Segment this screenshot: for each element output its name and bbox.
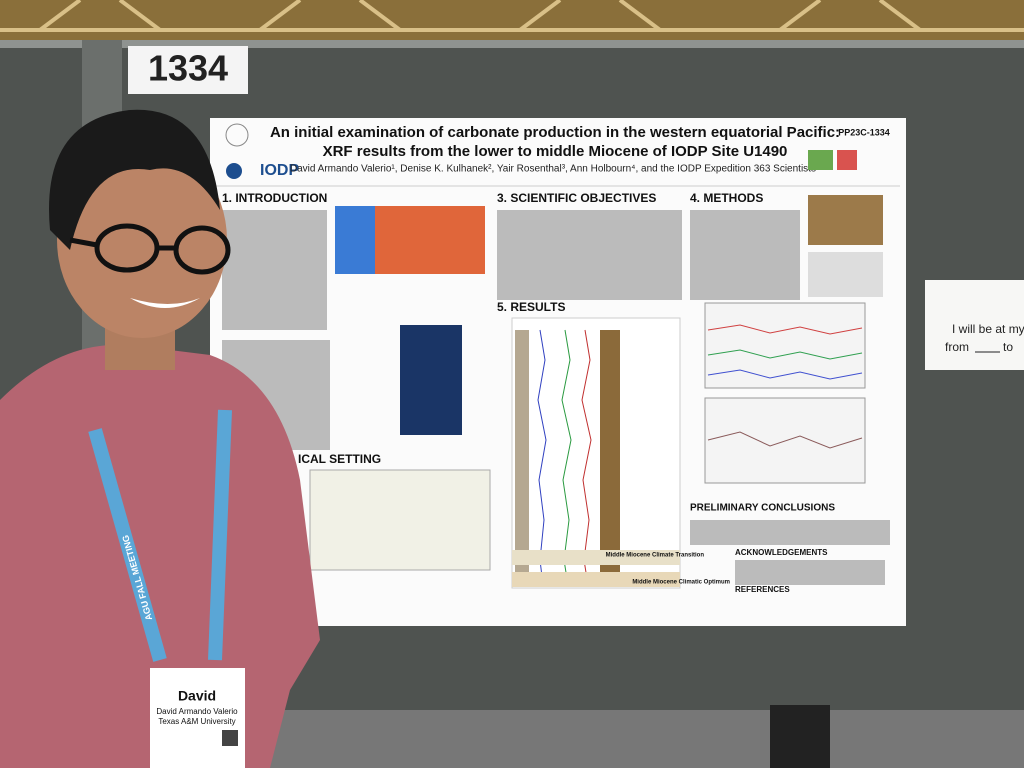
band <box>512 572 680 587</box>
trace <box>707 349 863 360</box>
note-line: I will be at my p <box>952 322 1024 336</box>
logo-mark <box>226 163 242 179</box>
band <box>512 550 680 565</box>
face <box>57 142 227 338</box>
section-header: 5. RESULTS <box>497 300 565 314</box>
booth-number: 1334 <box>148 48 228 89</box>
badge-full-name: David Armando Valerio <box>156 707 238 716</box>
trace <box>707 324 863 335</box>
trace <box>707 369 863 380</box>
ceiling <box>0 0 1024 40</box>
badge-qr <box>222 730 238 746</box>
note-to: to <box>1003 340 1013 354</box>
figure-photo <box>808 195 883 245</box>
note-from: from <box>945 340 969 354</box>
section-header: REFERENCES <box>735 585 790 594</box>
lanyard <box>208 409 232 661</box>
ceiling-truss <box>0 0 1024 32</box>
badge-affiliation: Texas A&M University <box>158 717 235 726</box>
logo <box>837 150 857 170</box>
shirt <box>0 344 320 768</box>
section-header: PRELIMINARY CONCLUSIONS <box>690 503 835 514</box>
figure-map-sea <box>335 206 375 274</box>
logo <box>808 150 833 170</box>
poster-authors: David Armando Valerio¹, Denise K. Kulhan… <box>290 164 820 175</box>
body-text <box>222 210 890 585</box>
logo-text: IODP <box>260 162 299 179</box>
badge-name: David <box>178 688 216 704</box>
poster-title: An initial examination of carbonate prod… <box>270 124 840 141</box>
section-header: 3. SCIENTIFIC OBJECTIVES <box>497 191 656 205</box>
section-header: ICAL SETTING <box>298 452 381 466</box>
smile <box>130 298 200 308</box>
poster-title: XRF results from the lower to middle Mio… <box>323 143 788 160</box>
section-header: ACKNOWLEDGEMENTS <box>735 548 828 557</box>
section-header: 1. INTRODUCTION <box>222 191 327 205</box>
note-card <box>925 280 1024 370</box>
board-frame <box>0 40 1024 48</box>
figure-spectral <box>704 302 866 389</box>
core-log <box>600 330 620 585</box>
hair <box>49 109 220 250</box>
figure-photo <box>808 252 883 297</box>
figure-age-model <box>309 469 491 571</box>
core-image <box>515 330 529 585</box>
booth-sign <box>128 46 248 94</box>
lanyard <box>88 428 167 662</box>
trace <box>707 431 863 449</box>
logo-seal <box>225 123 249 147</box>
band-label: Middle Miocene Climate Transition <box>606 553 705 559</box>
section-header: 4. METHODS <box>690 191 763 205</box>
figure-bathymetry <box>400 325 462 435</box>
band-label: Middle Miocene Climatic Optimum <box>632 580 730 586</box>
glasses <box>69 223 231 275</box>
figure-xrf <box>511 317 681 589</box>
poster-code: PP23C-1334 <box>838 127 890 137</box>
badge <box>150 668 245 768</box>
visitor-leg <box>770 705 830 768</box>
